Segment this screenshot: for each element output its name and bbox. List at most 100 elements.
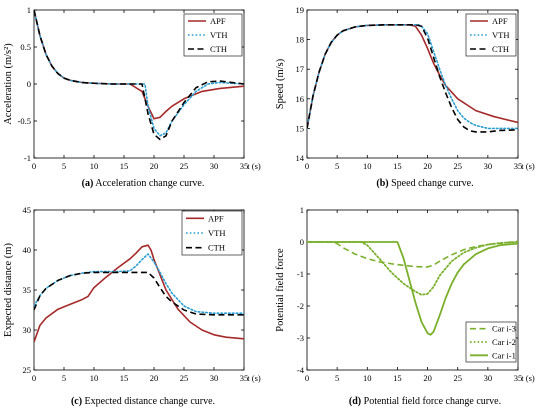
x-tick-label: 0 (32, 373, 36, 383)
caption-text: Acceleration change curve. (93, 178, 204, 189)
x-tick-label: 15 (393, 161, 402, 171)
x-tick-label: 0 (305, 373, 309, 383)
x-tick-label: 30 (210, 161, 219, 171)
legend-label: VTH (210, 30, 227, 40)
y-tick-label: 16 (296, 94, 305, 104)
x-axis-label: t (s) (521, 373, 535, 383)
legend-label: VTH (208, 228, 225, 238)
y-tick-label: 25 (23, 365, 32, 375)
chart-panel-d: 0 5 10 15 20 25 30 35 -4 -3 -2 -1 0 1 t (s) Potential f… (275, 205, 535, 407)
y-tick-label: 19 (296, 5, 305, 15)
series-line-car-i-1 (307, 241, 518, 336)
x-tick-label: 15 (120, 373, 129, 383)
plot-area-frame (306, 9, 519, 159)
panel-caption: (b) Speed change curve. (376, 178, 473, 189)
x-tick-label: 25 (180, 161, 189, 171)
x-tick-label: 35 (240, 373, 249, 383)
y-tick-label: -1 (297, 269, 304, 279)
series-line-cth (307, 24, 518, 133)
legend-label: Car i-2 (492, 337, 516, 347)
x-tick-label: 0 (32, 161, 36, 171)
x-tick-label: 5 (335, 373, 339, 383)
x-tick-label: 20 (423, 161, 432, 171)
x-tick-label: 10 (90, 373, 99, 383)
y-tick-label: -1 (24, 153, 31, 163)
chart-panel-a: 0 5 10 15 20 25 30 35 -1 -0.5 0 0.5 1 t (s) Accelerati… (3, 5, 261, 189)
caption-tag: (b) (376, 178, 388, 189)
y-tick-label: 40 (23, 245, 32, 255)
y-tick-label: -0.5 (18, 116, 31, 126)
y-axis-label: Acceleration (m/s²) (3, 43, 14, 125)
x-tick-label: 20 (423, 373, 432, 383)
x-axis-label: t (s) (521, 161, 535, 171)
y-axis-label: Speed (m/s) (275, 58, 286, 109)
x-tick-label: 15 (120, 161, 129, 171)
x-tick-label: 35 (514, 161, 523, 171)
caption-tag: (c) (71, 396, 82, 407)
caption-text: Potential field force change curve. (361, 396, 501, 407)
x-tick-label: 5 (62, 373, 66, 383)
legend: APF VTH CTH (465, 13, 517, 57)
y-tick-label: 35 (23, 285, 32, 295)
y-tick-label: -3 (297, 333, 304, 343)
x-tick-label: 20 (150, 373, 159, 383)
y-tick-label: 15 (296, 123, 305, 133)
caption-tag: (a) (82, 178, 94, 189)
legend-label: CTH (210, 44, 227, 54)
x-tick-label: 25 (180, 373, 189, 383)
x-axis-label: t (s) (247, 161, 261, 171)
y-axis-label: Expected distance (m) (3, 243, 14, 337)
plot-area-frame (306, 209, 519, 371)
legend-label: VTH (492, 30, 509, 40)
y-tick-label: 14 (296, 153, 305, 163)
panel-caption: (c) Expected distance change curve. (71, 396, 215, 407)
x-axis-label: t (s) (247, 373, 261, 383)
caption-text: Speed change curve. (389, 178, 474, 189)
legend: APF VTH CTH (183, 13, 243, 57)
series-line-cth (34, 271, 244, 316)
series-line-vth (34, 10, 244, 137)
caption-text: Expected distance change curve. (82, 396, 215, 407)
x-tick-label: 15 (393, 373, 402, 383)
series-line-apf (34, 244, 244, 343)
x-tick-label: 35 (240, 161, 249, 171)
x-tick-label: 20 (150, 161, 159, 171)
legend-label: Car i-3 (492, 324, 516, 334)
chart-panel-b: 0 5 10 15 20 25 30 35 14 15 16 17 18 19 t (s) Speed (m/… (275, 5, 535, 189)
y-tick-label: 0 (27, 79, 31, 89)
y-axis-label: Potential field force (275, 248, 286, 332)
chart-panel-c: 0 5 10 15 20 25 30 35 25 30 35 40 45 t (s) Expected di… (3, 205, 261, 407)
x-tick-label: 30 (484, 161, 493, 171)
y-tick-label: -4 (297, 365, 305, 375)
x-tick-label: 10 (90, 161, 99, 171)
y-tick-label: 45 (23, 205, 32, 215)
legend-label: APF (210, 16, 226, 26)
x-tick-label: 10 (363, 373, 372, 383)
y-tick-label: 30 (23, 325, 32, 335)
legend-label: APF (492, 16, 508, 26)
y-tick-label: 1 (300, 205, 304, 215)
legend-label: APF (208, 213, 224, 223)
x-tick-label: 0 (305, 161, 309, 171)
x-tick-label: 30 (484, 373, 493, 383)
panel-caption: (a) Acceleration change curve. (82, 178, 205, 189)
series-line-vth (34, 253, 244, 314)
x-tick-label: 25 (453, 373, 462, 383)
x-tick-label: 25 (453, 161, 462, 171)
y-tick-label: 18 (296, 35, 305, 45)
panel-caption: (d) Potential field force change curve. (349, 396, 501, 407)
y-tick-label: 1 (27, 5, 31, 15)
x-tick-label: 10 (363, 161, 372, 171)
y-tick-label: -2 (297, 301, 304, 311)
x-tick-label: 30 (210, 373, 219, 383)
x-tick-label: 5 (62, 161, 66, 171)
series-line-car-i-3 (307, 240, 518, 268)
x-tick-label: 35 (514, 373, 523, 383)
y-tick-label: 0.5 (20, 42, 31, 52)
legend: Car i-3 Car i-2 Car i-1 (465, 321, 517, 363)
legend-label: CTH (208, 243, 225, 253)
y-tick-label: 17 (296, 64, 305, 74)
legend: APF VTH CTH (181, 210, 243, 256)
x-tick-label: 5 (335, 161, 339, 171)
